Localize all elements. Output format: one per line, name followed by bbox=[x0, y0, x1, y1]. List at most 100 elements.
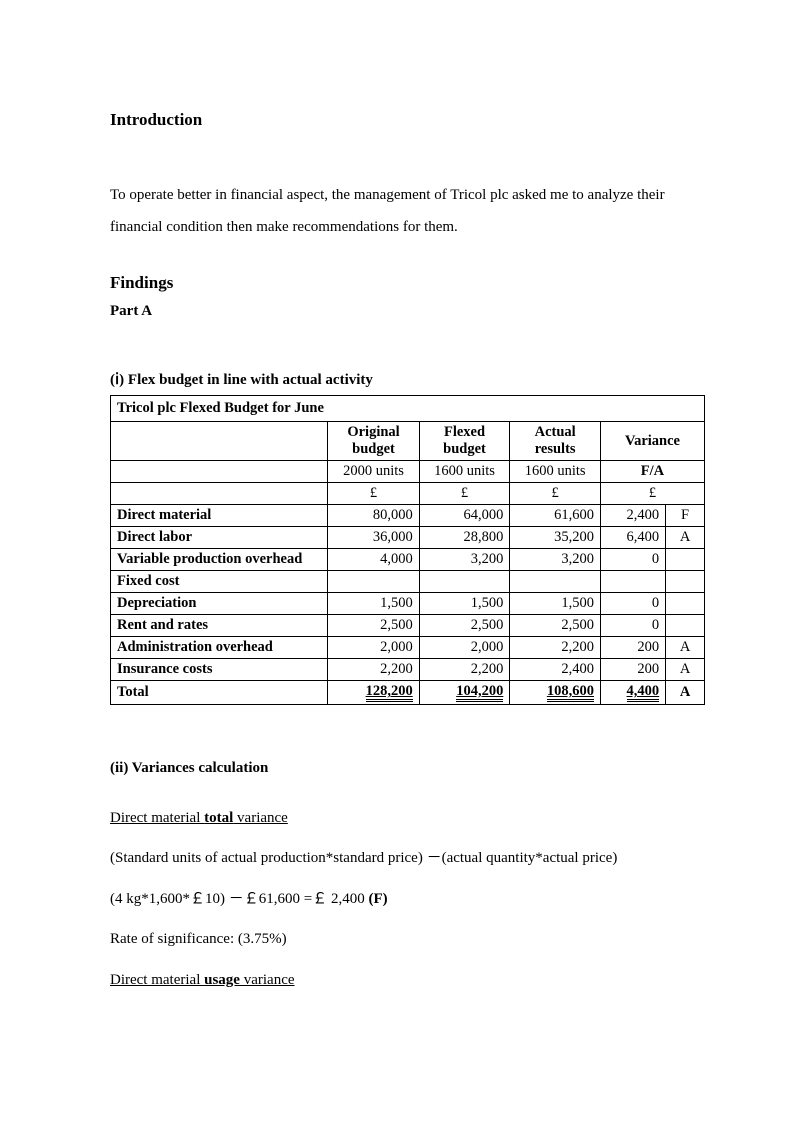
currency-variance: £ bbox=[600, 483, 704, 505]
dm-total-text: Direct material total variance bbox=[110, 810, 288, 826]
row-actual: 35,200 bbox=[510, 527, 601, 549]
row-original: 4,000 bbox=[328, 549, 419, 571]
row-fa: A bbox=[666, 527, 705, 549]
intro-paragraph: To operate better in financial aspect, t… bbox=[110, 180, 705, 243]
table-units-row: 2000 units 1600 units 1600 units F/A bbox=[111, 461, 705, 483]
row-actual bbox=[510, 571, 601, 593]
row-label: Administration overhead bbox=[111, 637, 328, 659]
table-title: Tricol plc Flexed Budget for June bbox=[111, 396, 705, 422]
row-label: Depreciation bbox=[111, 593, 328, 615]
row-flexed: 3,200 bbox=[419, 549, 510, 571]
dm-formula-1: (Standard units of actual production*sta… bbox=[110, 847, 705, 870]
row-flexed bbox=[419, 571, 510, 593]
row-original: 1,500 bbox=[328, 593, 419, 615]
dm-usage-text: Direct material usage variance bbox=[110, 972, 295, 988]
row-original: 80,000 bbox=[328, 505, 419, 527]
heading-introduction: Introduction bbox=[110, 110, 705, 130]
dm-formula-2a: (4 kg*1,600*￡10) －￡61,600 =￡ 2,400 bbox=[110, 891, 368, 907]
header-blank bbox=[111, 422, 328, 461]
row-original: 2,500 bbox=[328, 615, 419, 637]
row-flexed: 2,200 bbox=[419, 659, 510, 681]
units-blank bbox=[111, 461, 328, 483]
total-label: Total bbox=[111, 681, 328, 705]
row-actual: 2,500 bbox=[510, 615, 601, 637]
table-row: Rent and rates 2,500 2,500 2,500 0 bbox=[111, 615, 705, 637]
units-fa: F/A bbox=[600, 461, 704, 483]
header-variance: Variance bbox=[600, 422, 704, 461]
row-variance bbox=[600, 571, 665, 593]
row-original: 2,200 bbox=[328, 659, 419, 681]
part-a-label: Part A bbox=[110, 303, 705, 320]
dm-rate: Rate of significance: (3.75%) bbox=[110, 928, 705, 951]
row-fa bbox=[666, 615, 705, 637]
table-header-row: Original budget Flexed budget Actual res… bbox=[111, 422, 705, 461]
row-original: 36,000 bbox=[328, 527, 419, 549]
row-actual: 61,600 bbox=[510, 505, 601, 527]
row-fa: F bbox=[666, 505, 705, 527]
header-actual: Actual results bbox=[510, 422, 601, 461]
section-i-prefix: (ⅰ) bbox=[110, 372, 128, 388]
currency-flexed: £ bbox=[419, 483, 510, 505]
units-original: 2000 units bbox=[328, 461, 419, 483]
total-flexed: 104,200 bbox=[419, 681, 510, 705]
row-flexed: 2,000 bbox=[419, 637, 510, 659]
row-fa bbox=[666, 593, 705, 615]
row-label: Direct labor bbox=[111, 527, 328, 549]
row-original bbox=[328, 571, 419, 593]
row-variance: 0 bbox=[600, 593, 665, 615]
row-fa bbox=[666, 549, 705, 571]
row-variance: 6,400 bbox=[600, 527, 665, 549]
units-actual: 1600 units bbox=[510, 461, 601, 483]
currency-original: £ bbox=[328, 483, 419, 505]
row-variance: 200 bbox=[600, 637, 665, 659]
row-variance: 2,400 bbox=[600, 505, 665, 527]
row-flexed: 64,000 bbox=[419, 505, 510, 527]
table-currency-row: £ £ £ £ bbox=[111, 483, 705, 505]
row-variance: 0 bbox=[600, 615, 665, 637]
flexed-budget-table: Tricol plc Flexed Budget for June Origin… bbox=[110, 395, 705, 705]
header-flexed: Flexed budget bbox=[419, 422, 510, 461]
table-row: Direct labor 36,000 28,800 35,200 6,400 … bbox=[111, 527, 705, 549]
row-original: 2,000 bbox=[328, 637, 419, 659]
table-row: Insurance costs 2,200 2,200 2,400 200 A bbox=[111, 659, 705, 681]
document-page: Introduction To operate better in financ… bbox=[0, 0, 800, 1132]
section-i-heading: (ⅰ) Flex budget in line with actual acti… bbox=[110, 370, 705, 389]
row-fa bbox=[666, 571, 705, 593]
row-label: Fixed cost bbox=[111, 571, 328, 593]
table-row: Administration overhead 2,000 2,000 2,20… bbox=[111, 637, 705, 659]
table-total-row: Total 128,200 104,200 108,600 4,400 A bbox=[111, 681, 705, 705]
row-label: Rent and rates bbox=[111, 615, 328, 637]
heading-findings: Findings bbox=[110, 273, 705, 293]
row-fa: A bbox=[666, 659, 705, 681]
table-row: Depreciation 1,500 1,500 1,500 0 bbox=[111, 593, 705, 615]
header-original: Original budget bbox=[328, 422, 419, 461]
row-label: Direct material bbox=[111, 505, 328, 527]
row-flexed: 1,500 bbox=[419, 593, 510, 615]
section-i-title: Flex budget in line with actual activity bbox=[128, 372, 373, 388]
row-variance: 0 bbox=[600, 549, 665, 571]
row-label: Variable production overhead bbox=[111, 549, 328, 571]
row-actual: 1,500 bbox=[510, 593, 601, 615]
units-flexed: 1600 units bbox=[419, 461, 510, 483]
dm-usage-variance-heading: Direct material usage variance bbox=[110, 969, 705, 992]
row-fa: A bbox=[666, 637, 705, 659]
row-variance: 200 bbox=[600, 659, 665, 681]
dm-formula-2b: (F) bbox=[368, 891, 387, 907]
table-row: Variable production overhead 4,000 3,200… bbox=[111, 549, 705, 571]
currency-blank bbox=[111, 483, 328, 505]
total-original: 128,200 bbox=[328, 681, 419, 705]
table-row: Fixed cost bbox=[111, 571, 705, 593]
total-actual: 108,600 bbox=[510, 681, 601, 705]
table-title-row: Tricol plc Flexed Budget for June bbox=[111, 396, 705, 422]
row-actual: 2,200 bbox=[510, 637, 601, 659]
row-actual: 3,200 bbox=[510, 549, 601, 571]
row-label: Insurance costs bbox=[111, 659, 328, 681]
total-fa: A bbox=[666, 681, 705, 705]
row-flexed: 28,800 bbox=[419, 527, 510, 549]
dm-total-variance-heading: Direct material total variance bbox=[110, 807, 705, 830]
dm-formula-2: (4 kg*1,600*￡10) －￡61,600 =￡ 2,400 (F) bbox=[110, 888, 705, 911]
currency-actual: £ bbox=[510, 483, 601, 505]
total-variance: 4,400 bbox=[600, 681, 665, 705]
row-actual: 2,400 bbox=[510, 659, 601, 681]
row-flexed: 2,500 bbox=[419, 615, 510, 637]
